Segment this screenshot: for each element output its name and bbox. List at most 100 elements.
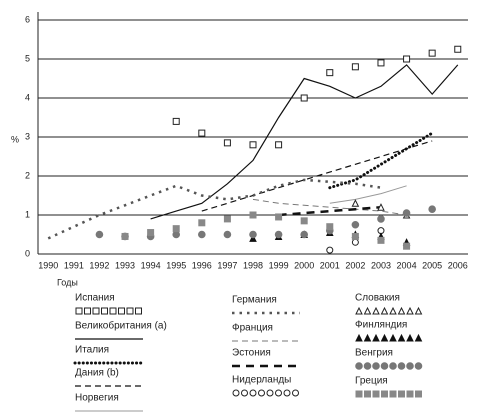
legend-label: Франция	[232, 323, 273, 334]
x-tick-label: 1997	[217, 260, 237, 270]
x-tick-label: 2002	[345, 260, 365, 270]
point	[147, 229, 155, 237]
x-tick-label: 1996	[192, 260, 212, 270]
series-line	[201, 140, 433, 212]
legend-symbol	[266, 389, 274, 397]
x-tick-label: 1998	[243, 260, 263, 270]
point	[377, 236, 385, 244]
legend-label: Испания	[75, 293, 115, 304]
series-line	[329, 185, 407, 204]
point	[198, 230, 206, 239]
x-tick-label: 1992	[89, 260, 109, 270]
point	[198, 219, 206, 227]
x-axis-label: Годы	[57, 277, 78, 287]
legend-symbol	[398, 390, 405, 398]
point	[377, 215, 385, 223]
legend-symbol	[397, 306, 406, 315]
point	[275, 141, 283, 149]
point	[300, 230, 308, 239]
point	[428, 205, 436, 213]
point	[95, 230, 104, 239]
point	[172, 225, 180, 233]
x-tick-label: 2001	[320, 260, 340, 270]
legend-symbol	[101, 307, 108, 315]
point	[326, 223, 334, 231]
legend-symbol	[406, 362, 414, 370]
legend-symbol	[363, 333, 372, 342]
x-tick-label: 1999	[269, 260, 289, 270]
legend-symbol	[92, 307, 100, 315]
point	[403, 55, 411, 63]
point	[351, 63, 359, 71]
y-tick-label: 6	[25, 14, 30, 24]
point	[428, 49, 436, 57]
y-tick-label: 3	[25, 131, 30, 141]
point	[274, 230, 283, 239]
legend-symbol	[355, 333, 363, 342]
point	[223, 139, 231, 147]
point	[377, 59, 385, 67]
legend-symbol	[414, 306, 423, 315]
legend-symbol	[275, 389, 282, 397]
x-tick-label: 1995	[166, 260, 186, 270]
legend-symbol	[241, 389, 248, 397]
point	[223, 230, 232, 239]
legend-symbol	[232, 389, 240, 397]
legend-symbol	[389, 362, 397, 370]
legend-label: Германия	[232, 295, 277, 306]
point	[249, 211, 257, 219]
legend-label: Италия	[75, 345, 109, 356]
legend-label: Эстония	[232, 348, 271, 359]
series-line	[278, 205, 382, 217]
legend-symbol	[372, 333, 380, 342]
point	[300, 217, 308, 225]
legend-symbol	[75, 307, 83, 315]
legend-symbol	[292, 389, 299, 397]
x-tick-label: 1993	[115, 260, 135, 270]
point	[351, 199, 360, 207]
legend-symbol	[380, 306, 389, 315]
point	[223, 215, 231, 223]
legend-symbol	[389, 306, 397, 315]
legend-symbol	[249, 389, 257, 397]
point	[121, 232, 129, 240]
legend-symbol	[258, 389, 265, 397]
legend-symbol	[406, 390, 414, 398]
legend-symbol	[84, 307, 91, 315]
series-line	[47, 178, 382, 240]
legend-label: Великобритания (а)	[75, 320, 167, 332]
legend-symbol	[381, 390, 388, 398]
legend-symbol	[118, 307, 125, 315]
legend-symbol	[355, 362, 363, 370]
legend-symbol	[364, 390, 371, 398]
point	[403, 242, 411, 250]
point	[326, 246, 334, 254]
legend-symbol	[109, 307, 117, 315]
legend-symbol	[355, 306, 363, 315]
x-tick-label: 2006	[448, 260, 468, 270]
legend-label: Греция	[355, 376, 388, 387]
series-line	[252, 198, 407, 216]
y-tick-label: 4	[25, 92, 30, 102]
x-tick-label: 2003	[371, 260, 391, 270]
legend-symbol	[355, 390, 363, 398]
legend-symbol	[406, 306, 414, 315]
point	[351, 238, 359, 246]
y-tick-label: 1	[25, 209, 30, 219]
point	[377, 203, 385, 211]
legend-label: Венгрия	[355, 348, 393, 359]
legend-label: Нидерланды	[232, 375, 291, 386]
legend-symbol	[372, 390, 380, 398]
y-axis-label: %	[11, 134, 19, 144]
point	[249, 234, 257, 242]
legend-symbol	[283, 389, 291, 397]
legend-symbol	[372, 362, 380, 370]
y-tick-label: 2	[25, 170, 30, 180]
x-tick-label: 1994	[141, 260, 161, 270]
legend-symbol	[363, 362, 372, 370]
x-tick-label: 2004	[397, 260, 417, 270]
x-tick-label: 2000	[294, 260, 314, 270]
point	[402, 209, 411, 217]
point	[326, 69, 334, 77]
legend-symbol	[414, 362, 423, 370]
